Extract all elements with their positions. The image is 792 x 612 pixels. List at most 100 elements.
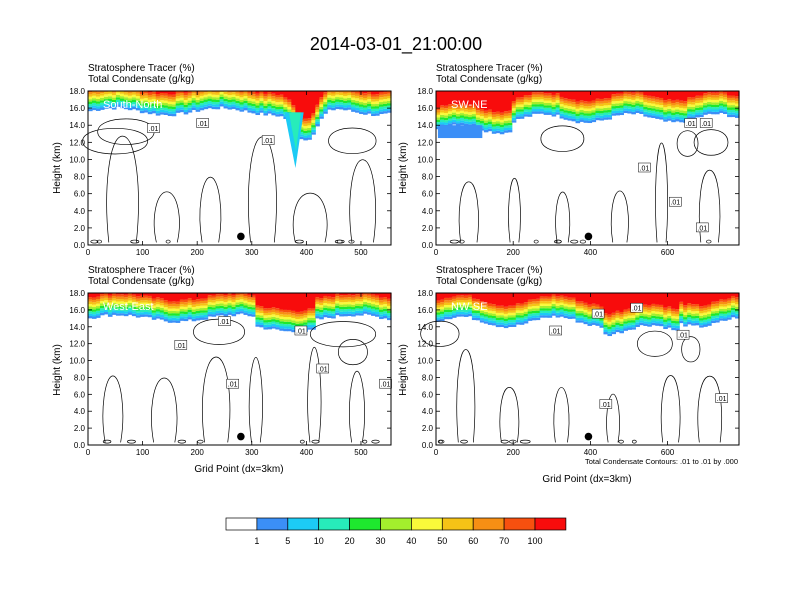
- tracer-cell: [91, 107, 97, 111]
- tracer-cell: [583, 103, 589, 107]
- tracer-cell: [99, 305, 105, 309]
- tracer-cell: [611, 103, 617, 107]
- tracer-cell: [211, 99, 217, 102]
- tracer-cell: [555, 303, 561, 306]
- tracer-cell: [583, 317, 589, 320]
- tracer-cell: [471, 104, 477, 107]
- tracer-cell: [627, 101, 632, 104]
- tracer-cell: [623, 311, 628, 315]
- tracer-cell: [335, 303, 340, 306]
- tracer-cell: [211, 92, 217, 95]
- tracer-cell: [479, 310, 485, 314]
- tracer-cell: [475, 115, 481, 118]
- tracer-cell: [727, 95, 732, 98]
- y-tick-label: 4.0: [422, 207, 434, 216]
- contour-label: .01: [228, 382, 238, 389]
- tracer-cell: [647, 305, 652, 308]
- tracer-cell: [439, 293, 445, 300]
- contour-line: [697, 375, 722, 443]
- tracer-cell: [311, 313, 316, 316]
- tracer-cell: [143, 100, 149, 103]
- tracer-cell: [367, 94, 372, 97]
- tracer-cell: [651, 308, 656, 312]
- tracer-cell: [563, 100, 569, 104]
- tracer-cell: [267, 312, 272, 316]
- tracer-cell: [88, 306, 93, 309]
- tracer-cell: [247, 93, 253, 96]
- tracer-cell: [135, 98, 141, 101]
- tracer-cell: [171, 303, 177, 307]
- tracer-cell: [663, 326, 668, 330]
- tracer-cell: [363, 294, 368, 298]
- tracer-cell: [275, 97, 280, 100]
- tracer-cell: [687, 319, 692, 323]
- tracer-cell: [715, 320, 720, 323]
- tracer-cell: [443, 314, 449, 317]
- tracer-cell: [675, 91, 680, 100]
- tracer-cell: [351, 302, 356, 305]
- tracer-cell: [695, 100, 700, 104]
- tracer-cell: [619, 311, 624, 315]
- tracer-cell: [375, 300, 380, 303]
- tracer-cell: [171, 109, 177, 112]
- tracer-cell: [707, 106, 712, 110]
- tracer-cell: [507, 120, 513, 123]
- tracer-cell: [271, 293, 276, 308]
- tracer-cell: [363, 98, 368, 101]
- tracer-cell: [643, 104, 648, 107]
- tracer-cell: [519, 315, 525, 318]
- tracer-cell: [107, 91, 113, 94]
- tracer-cell: [439, 112, 445, 115]
- tracer-cell: [335, 104, 340, 107]
- tracer-cell: [603, 313, 609, 316]
- tracer-cell: [443, 307, 449, 310]
- tracer-cell: [279, 323, 284, 327]
- tracer-cell: [543, 110, 549, 113]
- tracer-cell: [107, 93, 113, 97]
- tracer-cell: [455, 311, 461, 315]
- tracer-cell: [307, 293, 312, 309]
- tracer-cell: [219, 296, 225, 299]
- tracer-cell: [371, 91, 376, 95]
- tracer-cell: [503, 123, 509, 126]
- tracer-cell: [331, 311, 336, 314]
- tracer-cell: [619, 314, 624, 317]
- tracer-cell: [227, 300, 233, 304]
- tracer-cell: [167, 108, 173, 112]
- tracer-cell: [607, 321, 613, 325]
- tracer-cell: [647, 310, 652, 313]
- tracer-cell: [543, 293, 549, 297]
- tracer-cell: [559, 314, 565, 317]
- tracer-cell: [103, 304, 109, 308]
- tracer-cell: [387, 95, 392, 99]
- tracer-cell: [239, 301, 245, 305]
- tracer-cell: [471, 298, 477, 302]
- tracer-cell: [511, 113, 517, 116]
- tracer-cell: [631, 95, 636, 98]
- x-tick-label: 200: [191, 248, 205, 257]
- tracer-cell: [307, 134, 312, 138]
- tracer-cell: [143, 314, 149, 317]
- tracer-cell: [567, 115, 573, 119]
- tracer-cell: [603, 329, 609, 332]
- tracer-cell: [639, 318, 644, 321]
- tracer-cell: [507, 312, 513, 316]
- tracer-cell: [227, 95, 233, 98]
- tracer-cell: [607, 314, 613, 318]
- tracer-cell: [163, 293, 169, 301]
- tracer-cell: [127, 298, 133, 301]
- tracer-cell: [639, 293, 644, 304]
- tracer-cell: [615, 293, 620, 311]
- tracer-cell: [191, 293, 197, 300]
- tracer-cell: [275, 322, 280, 325]
- tracer-cell: [219, 96, 225, 100]
- plot-frame: [435, 90, 740, 246]
- tracer-cell: [551, 310, 557, 314]
- tracer-cell: [363, 91, 368, 94]
- tracer-cell: [455, 118, 461, 122]
- tracer-cell: [627, 106, 632, 109]
- contour-line: [248, 356, 263, 443]
- tracer-cell: [471, 114, 477, 117]
- tracer-cell: [387, 293, 392, 299]
- tracer-cell: [207, 293, 213, 296]
